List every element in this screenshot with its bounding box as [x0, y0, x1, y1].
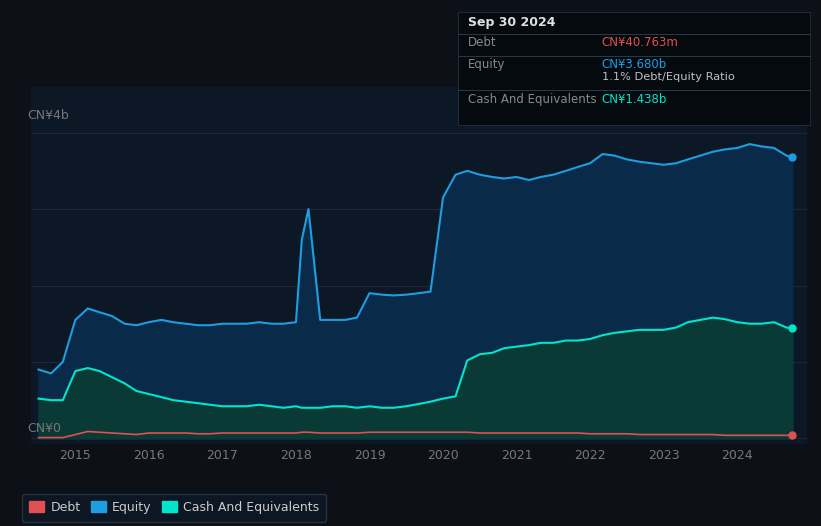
Text: Sep 30 2024: Sep 30 2024: [468, 16, 556, 29]
Text: Cash And Equivalents: Cash And Equivalents: [468, 93, 597, 106]
Text: CN¥0: CN¥0: [27, 422, 62, 435]
Text: Debt: Debt: [468, 36, 497, 49]
Text: CN¥1.438b: CN¥1.438b: [602, 93, 667, 106]
Legend: Debt, Equity, Cash And Equivalents: Debt, Equity, Cash And Equivalents: [22, 493, 327, 522]
Text: CN¥4b: CN¥4b: [27, 109, 69, 122]
Text: 1.1% Debt/Equity Ratio: 1.1% Debt/Equity Ratio: [602, 72, 735, 82]
Text: Equity: Equity: [468, 58, 506, 72]
Text: CN¥40.763m: CN¥40.763m: [602, 36, 679, 49]
Text: CN¥3.680b: CN¥3.680b: [602, 58, 667, 72]
